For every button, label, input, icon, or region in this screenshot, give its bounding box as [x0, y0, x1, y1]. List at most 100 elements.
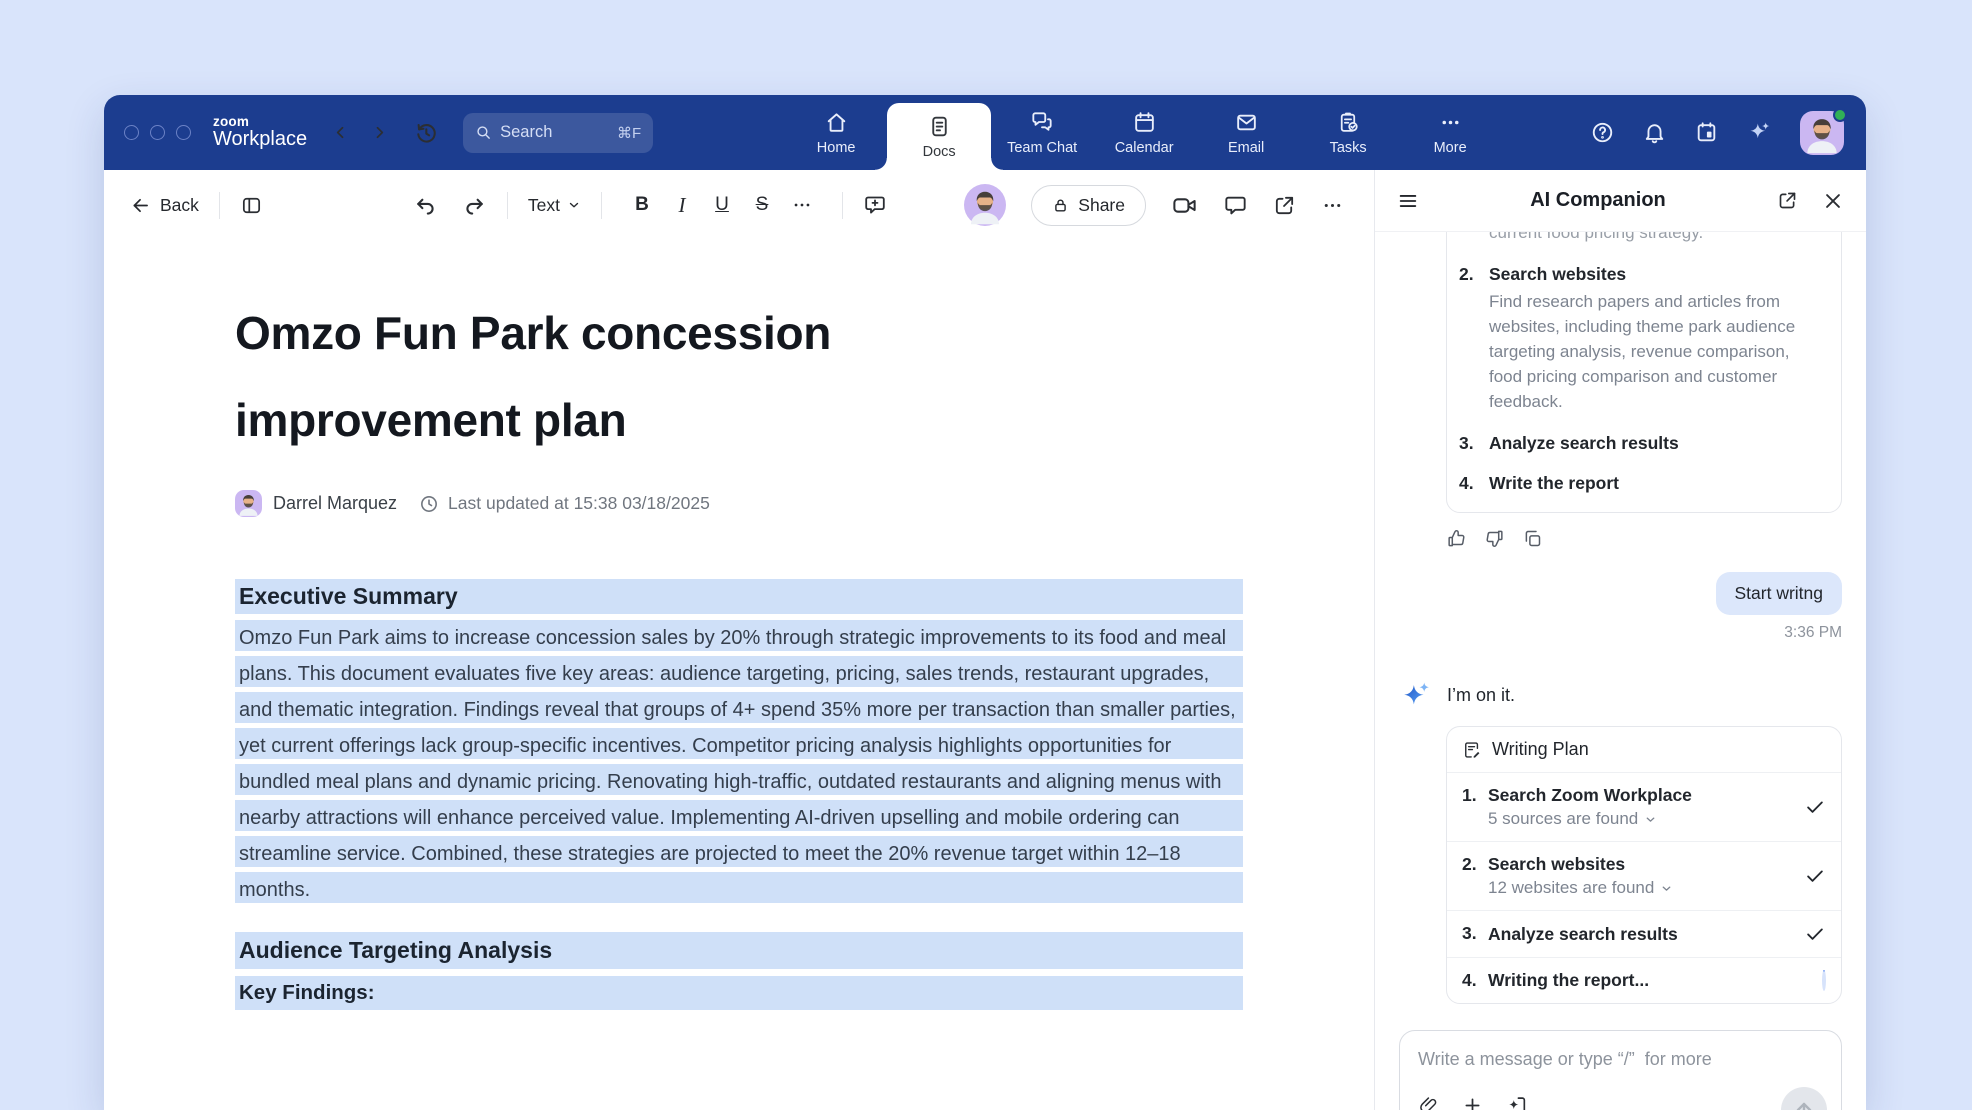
text-style-label: Text — [527, 194, 561, 215]
tab-email[interactable]: Email — [1195, 95, 1297, 170]
avatar-image — [235, 490, 262, 517]
step-label: Analyze search results — [1488, 923, 1678, 944]
italic-button[interactable]: I — [678, 192, 686, 217]
section-heading-audience-targeting: Audience Targeting Analysis — [235, 932, 1243, 969]
window-minimize-button[interactable] — [150, 125, 165, 140]
tab-label: More — [1433, 140, 1467, 156]
chevron-down-icon — [1646, 816, 1655, 822]
search-icon — [475, 124, 492, 141]
underline-button[interactable]: U — [715, 194, 729, 215]
more-options-icon[interactable] — [1321, 194, 1344, 217]
app-window: zoom Workplace ⌘F Home — [104, 95, 1866, 1110]
collaborator-avatar[interactable] — [964, 184, 1007, 226]
add-comment-icon[interactable] — [863, 193, 887, 217]
global-search[interactable]: ⌘F — [463, 112, 654, 153]
add-icon[interactable] — [1462, 1094, 1483, 1110]
insert-to-doc-icon[interactable] — [1506, 1094, 1528, 1110]
ai-message-list[interactable]: current food pricing strategy. 2. Search… — [1375, 232, 1866, 1110]
tab-tasks[interactable]: Tasks — [1297, 95, 1399, 170]
email-icon — [1234, 109, 1259, 135]
user-avatar[interactable] — [1800, 107, 1847, 155]
back-button[interactable]: Back — [130, 195, 199, 216]
divider — [601, 191, 603, 219]
step-detail[interactable]: 12 websites are found — [1488, 878, 1792, 898]
message-composer[interactable] — [1399, 1030, 1842, 1110]
team-chat-icon — [1029, 109, 1055, 135]
pop-out-icon[interactable] — [1777, 190, 1798, 211]
step-done-check-icon — [1804, 923, 1826, 945]
history-icon[interactable] — [413, 120, 439, 146]
help-icon[interactable] — [1590, 120, 1615, 145]
step-number: 3. — [1462, 923, 1477, 943]
tab-team-chat[interactable]: Team Chat — [991, 95, 1093, 170]
section-heading-executive-summary: Executive Summary — [235, 579, 1243, 614]
item-label: Analyze search results — [1489, 433, 1679, 453]
composer-input[interactable] — [1418, 1049, 1823, 1070]
document-canvas[interactable]: Omzo Fun Park concession improvement pla… — [104, 240, 1374, 1110]
item-description: Find research papers and articles from w… — [1489, 292, 1796, 411]
send-button[interactable] — [1781, 1087, 1827, 1110]
window-controls[interactable] — [124, 125, 191, 140]
doc-title[interactable]: Omzo Fun Park concession improvement pla… — [235, 290, 1243, 464]
writing-plan-step: 4. Writing the report... — [1447, 957, 1841, 1003]
item-number: 4. — [1459, 473, 1474, 493]
chat-icon[interactable] — [1223, 193, 1248, 218]
app-tabs: Home Docs Team Chat Calendar — [785, 95, 1501, 170]
share-button[interactable]: Share — [1031, 184, 1146, 226]
strikethrough-button[interactable]: S — [755, 194, 769, 215]
bold-button[interactable]: B — [635, 194, 649, 215]
tab-label: Team Chat — [1007, 140, 1078, 156]
nav-back-icon[interactable] — [331, 123, 350, 142]
ai-panel-title: AI Companion — [1530, 189, 1666, 211]
attach-file-icon[interactable] — [1418, 1094, 1439, 1110]
chevron-down-icon — [1662, 885, 1671, 891]
step-detail[interactable]: 5 sources are found — [1488, 809, 1792, 829]
step-number: 1. — [1462, 785, 1477, 805]
chevron-down-icon — [567, 198, 581, 212]
window-close-button[interactable] — [124, 125, 139, 140]
doc-area: Back Text — [104, 170, 1374, 1110]
schedule-icon[interactable] — [1694, 120, 1719, 145]
tab-docs[interactable]: Docs — [875, 103, 1004, 170]
video-call-icon[interactable] — [1171, 192, 1198, 219]
undo-button[interactable] — [413, 193, 438, 218]
close-icon[interactable] — [1822, 190, 1844, 212]
divider — [506, 191, 508, 219]
back-label: Back — [160, 194, 199, 215]
top-navbar: zoom Workplace ⌘F Home — [104, 95, 1866, 170]
open-external-icon[interactable] — [1273, 194, 1296, 217]
doc-title-line2: improvement plan — [235, 394, 627, 446]
logo-bottom-text: Workplace — [213, 128, 308, 151]
thumbs-down-icon[interactable] — [1484, 528, 1505, 549]
text-style-dropdown[interactable]: Text — [528, 195, 581, 216]
avatar-image — [1800, 111, 1844, 155]
subheading-key-findings: Key Findings: — [235, 976, 1243, 1010]
previous-plan-card: current food pricing strategy. 2. Search… — [1446, 232, 1842, 513]
tab-calendar[interactable]: Calendar — [1093, 95, 1195, 170]
thumbs-up-icon[interactable] — [1446, 528, 1467, 549]
logo-top-text: zoom — [213, 113, 250, 129]
notifications-icon[interactable] — [1642, 120, 1667, 145]
more-formatting-button[interactable] — [782, 187, 822, 223]
search-input[interactable] — [500, 123, 587, 142]
item-label: Search websites — [1489, 264, 1627, 284]
nav-forward-icon[interactable] — [370, 123, 389, 142]
tab-label: Tasks — [1329, 140, 1367, 156]
writing-plan-icon — [1462, 740, 1482, 760]
divider — [842, 191, 844, 219]
tab-more[interactable]: More — [1399, 95, 1501, 170]
message-timestamp: 3:36 PM — [1784, 624, 1842, 641]
copy-icon[interactable] — [1522, 528, 1543, 549]
step-done-check-icon — [1804, 796, 1826, 818]
doc-title-line1: Omzo Fun Park concession — [235, 307, 832, 359]
ai-companion-icon[interactable] — [1746, 119, 1773, 146]
window-zoom-button[interactable] — [176, 125, 191, 140]
writing-plan-step: 3. Analyze search results — [1447, 910, 1841, 957]
menu-icon[interactable] — [1397, 190, 1419, 212]
ai-sparkle-icon — [1399, 678, 1433, 712]
sidebar-toggle-icon[interactable] — [240, 194, 263, 217]
docs-icon — [927, 113, 952, 139]
item-label: Write the report — [1489, 473, 1619, 493]
redo-button[interactable] — [462, 193, 487, 218]
tab-home[interactable]: Home — [785, 95, 887, 170]
